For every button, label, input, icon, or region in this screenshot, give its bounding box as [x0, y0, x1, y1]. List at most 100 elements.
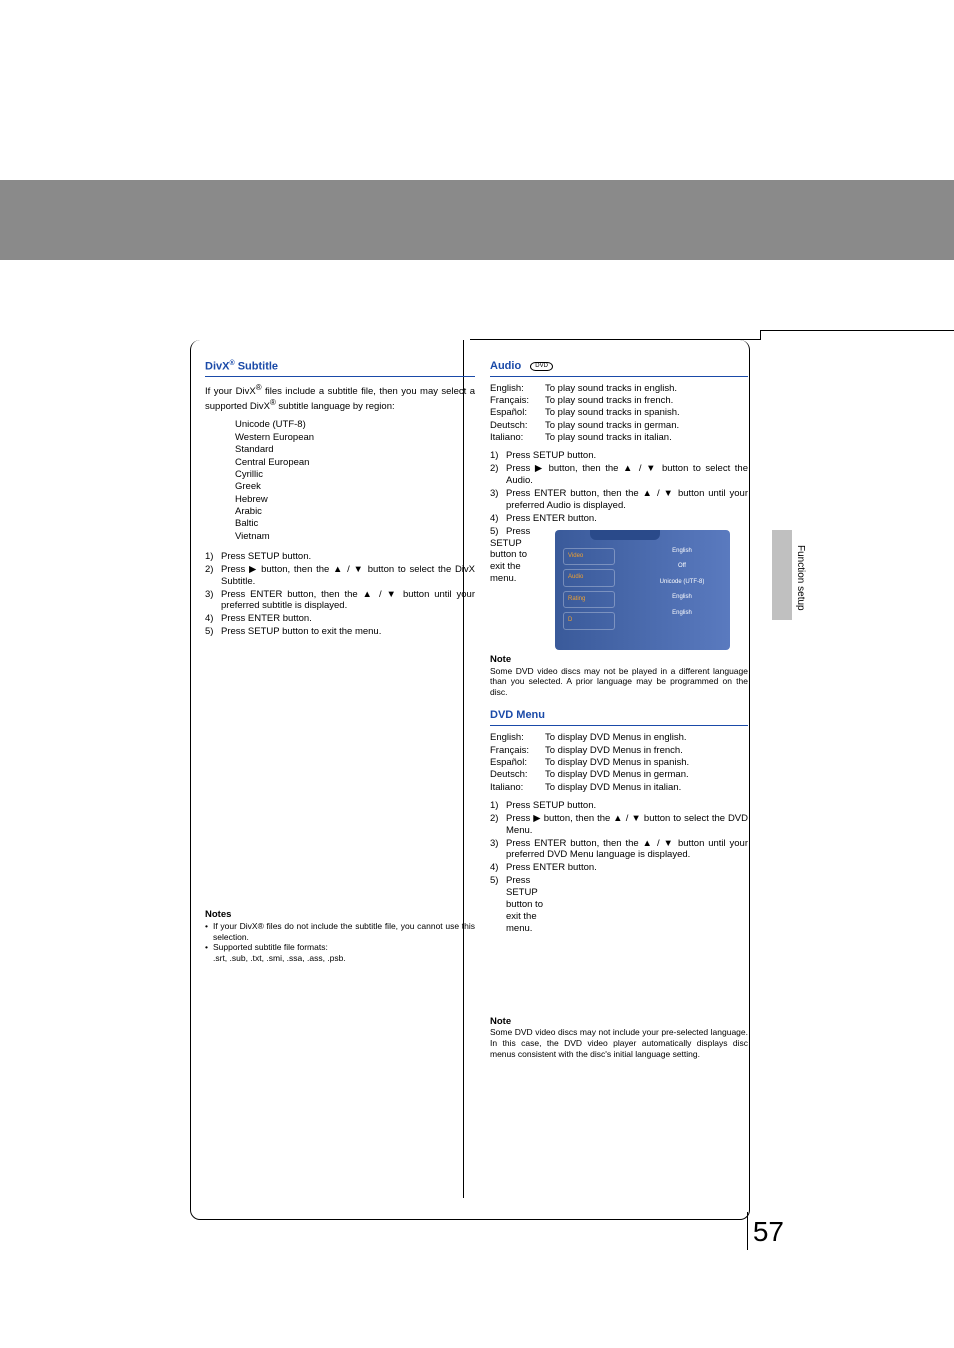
t: If your DivX	[205, 387, 256, 398]
note-text: If your DivX® files do not include the s…	[213, 921, 475, 942]
step-text: Press ENTER button.	[506, 862, 748, 874]
lang-name: Italiano:	[490, 432, 545, 444]
step-num: 1)	[490, 800, 506, 812]
region-item: Vietnam	[235, 531, 475, 543]
notes-heading: Notes	[205, 909, 475, 921]
lang-name: Français:	[490, 745, 545, 757]
side-tab	[772, 530, 792, 620]
divx-intro: If your DivX® files include a subtitle f…	[205, 383, 475, 413]
lang-desc: To play sound tracks in english.	[545, 383, 677, 395]
note-bullet: •Supported subtitle file formats:	[205, 942, 475, 953]
dvdmenu-note-heading: Note	[490, 1016, 748, 1028]
dvdmenu-heading: DVD Menu	[490, 709, 748, 726]
step-num: 1)	[490, 450, 506, 462]
audio-steps: 1)Press SETUP button.2)Press ▶ button, t…	[490, 450, 748, 524]
menu-left-item: Rating	[563, 591, 615, 609]
lang-row: Italiano:To play sound tracks in italian…	[490, 432, 748, 444]
right-column: Audio DVD English:To play sound tracks i…	[490, 360, 748, 1059]
lang-name: Español:	[490, 407, 545, 419]
lang-desc: To play sound tracks in italian.	[545, 432, 672, 444]
step-num: 2)	[490, 463, 506, 487]
step-text: Press ENTER button.	[221, 613, 475, 625]
step5-lines: PressSETUPbutton toexit themenu.	[506, 875, 748, 934]
spacer	[490, 936, 748, 1006]
region-item: Western European	[235, 432, 475, 444]
menu-right-value: English	[642, 594, 722, 602]
lang-row: Deutsch:To display DVD Menus in german.	[490, 769, 748, 781]
bullet-icon: •	[205, 921, 213, 942]
divx-steps: 1)Press SETUP button.2)Press ▶ button, t…	[205, 551, 475, 638]
lang-desc: To display DVD Menus in german.	[545, 769, 689, 781]
num: 5)	[490, 875, 506, 934]
step-num: 1)	[205, 551, 221, 563]
page-number: 57	[753, 1216, 784, 1248]
step-row: 2)Press ▶ button, then the ▲ / ▼ button …	[490, 813, 748, 837]
step-text: Press ENTER button, then the ▲ / ▼ butto…	[506, 488, 748, 512]
step-row: 3)Press ENTER button, then the ▲ / ▼ but…	[490, 488, 748, 512]
region-item: Standard	[235, 444, 475, 456]
lang-desc: To play sound tracks in spanish.	[545, 407, 680, 419]
lang-name: Français:	[490, 395, 545, 407]
step-text: Press ENTER button.	[506, 513, 748, 525]
heading-text-2: Subtitle	[235, 361, 278, 373]
top-banner	[0, 180, 954, 260]
step-num: 5)	[205, 626, 221, 638]
step-num: 4)	[205, 613, 221, 625]
audio-heading: Audio DVD	[490, 360, 748, 377]
step-text: Press ▶ button, then the ▲ / ▼ button to…	[221, 564, 475, 588]
lang-name: English:	[490, 732, 545, 744]
menu-tab	[590, 530, 660, 540]
step-row: 1)Press SETUP button.	[490, 800, 748, 812]
step-text: Press SETUP button to exit the menu.	[221, 626, 475, 638]
lang-row: Deutsch:To play sound tracks in german.	[490, 420, 748, 432]
audio-lang-table: English:To play sound tracks in english.…	[490, 383, 748, 445]
lang-name: Italiano:	[490, 782, 545, 794]
region-list: Unicode (UTF-8)Western EuropeanStandardC…	[235, 419, 475, 542]
step-num: 4)	[490, 513, 506, 525]
lang-row: English:To play sound tracks in english.	[490, 383, 748, 395]
audio-note-heading: Note	[490, 654, 748, 666]
menu-left-item: D	[563, 612, 615, 630]
lang-row: Español:To play sound tracks in spanish.	[490, 407, 748, 419]
step-num: 2)	[205, 564, 221, 588]
step-text: Press SETUP button.	[221, 551, 475, 563]
step-text: Press SETUP button.	[506, 450, 748, 462]
step-num: 2)	[490, 813, 506, 837]
step-num: 3)	[205, 589, 221, 613]
spacer	[205, 639, 475, 899]
step-text: Press ENTER button, then the ▲ / ▼ butto…	[221, 589, 475, 613]
step-text: Press ENTER button, then the ▲ / ▼ butto…	[506, 838, 748, 862]
lang-desc: To play sound tracks in french.	[545, 395, 673, 407]
menu-right-value: English	[642, 610, 722, 618]
step-row: 5)Press SETUP button to exit the menu.	[205, 626, 475, 638]
dvd-icon: DVD	[530, 362, 553, 371]
step-text: Press ▶ button, then the ▲ / ▼ button to…	[506, 463, 748, 487]
step-row: 3)Press ENTER button, then the ▲ / ▼ but…	[205, 589, 475, 613]
note-bullet: •If your DivX® files do not include the …	[205, 921, 475, 942]
step-num: 3)	[490, 488, 506, 512]
region-item: Central European	[235, 457, 475, 469]
dvdmenu-lang-table: English:To display DVD Menus in english.…	[490, 732, 748, 794]
divx-notes: •If your DivX® files do not include the …	[205, 921, 475, 953]
step-num: 3)	[490, 838, 506, 862]
step-row: 1)Press SETUP button.	[490, 450, 748, 462]
lang-row: Español:To display DVD Menus in spanish.	[490, 757, 748, 769]
divx-heading: DivX® Subtitle	[205, 360, 475, 377]
step-text: Press SETUP button.	[506, 800, 748, 812]
step-row: 2)Press ▶ button, then the ▲ / ▼ button …	[205, 564, 475, 588]
lang-row: English:To display DVD Menus in english.	[490, 732, 748, 744]
menu-left-item: Audio	[563, 569, 615, 587]
region-item: Cyrillic	[235, 469, 475, 481]
frame-line	[760, 330, 954, 331]
heading-text: DivX	[205, 361, 229, 373]
formats-line: .srt, .sub, .txt, .smi, .ssa, .ass, .psb…	[213, 953, 475, 964]
lang-desc: To play sound tracks in german.	[545, 420, 679, 432]
region-item: Arabic	[235, 506, 475, 518]
menu-right-value: English	[642, 548, 722, 556]
lang-desc: To display DVD Menus in english.	[545, 732, 687, 744]
note-text: Supported subtitle file formats:	[213, 942, 328, 953]
frame-line	[760, 330, 761, 340]
left-column: DivX® Subtitle If your DivX® files inclu…	[205, 360, 475, 963]
t: subtitle language by region:	[276, 402, 395, 413]
region-item: Hebrew	[235, 494, 475, 506]
